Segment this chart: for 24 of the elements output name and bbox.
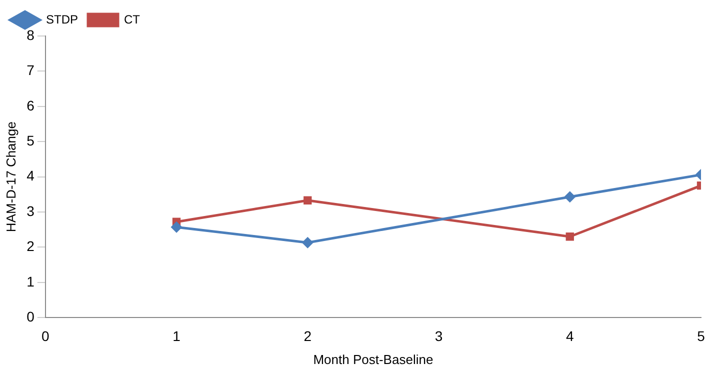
x-tick-label: 3 <box>434 328 443 344</box>
legend-label: STDP <box>46 12 78 26</box>
legend-label: CT <box>124 12 141 26</box>
y-tick-label: 4 <box>26 168 35 184</box>
y-tick-label: 7 <box>26 62 35 78</box>
y-tick-label: 1 <box>26 273 35 290</box>
y-tick-label: 8 <box>26 26 35 43</box>
x-tick-label: 4 <box>566 328 574 344</box>
point <box>171 222 182 232</box>
point <box>302 237 313 248</box>
x-axis-title: Month Post-Baseline <box>313 352 434 367</box>
x-tick-label: 1 <box>172 328 181 344</box>
y-tick-label: 0 <box>26 308 35 324</box>
point <box>566 232 574 241</box>
y-tick-label: 2 <box>26 238 35 254</box>
y-tick-label: 6 <box>26 97 35 114</box>
x-tick-label: 2 <box>304 328 312 344</box>
y-axis-title: HAM-D-17 Change <box>3 122 18 232</box>
y-tick-label: 3 <box>26 202 35 219</box>
x-tick-label: 5 <box>697 328 706 344</box>
point <box>564 192 576 202</box>
x-tick-label: 0 <box>41 328 50 344</box>
y-tick-label: 5 <box>26 132 35 148</box>
point <box>304 196 312 204</box>
